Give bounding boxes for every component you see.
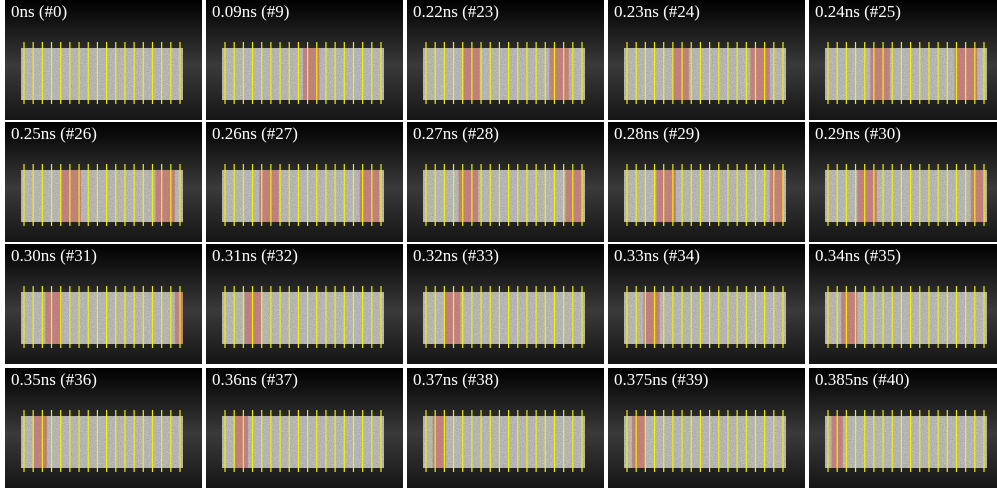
shock-band — [459, 170, 478, 222]
shock-band — [632, 416, 645, 468]
frame-label: 0.32ns (#33) — [413, 246, 499, 265]
frame-label: 0ns (#0) — [11, 2, 67, 21]
frame-panel: 0.23ns (#24) — [608, 0, 805, 120]
frame-label: 0.34ns (#35) — [815, 246, 901, 265]
frame-label: 0.37ns (#38) — [413, 370, 499, 389]
frame-panel: 0.28ns (#29) — [608, 122, 805, 242]
frame-panel: 0.09ns (#9) — [206, 0, 403, 120]
sample-texture — [21, 48, 183, 100]
frame-label: 0.26ns (#27) — [212, 124, 298, 143]
frame-label: 0.33ns (#34) — [614, 246, 700, 265]
frame-panel: 0.31ns (#32) — [206, 244, 403, 364]
shock-band — [175, 292, 183, 344]
frame-label: 0.30ns (#31) — [11, 246, 97, 265]
frame-panel: 0.37ns (#38) — [407, 368, 604, 488]
frame-label: 0.27ns (#28) — [413, 124, 499, 143]
frame-panel: 0.33ns (#34) — [608, 244, 805, 364]
shock-band — [444, 292, 460, 344]
shock-band — [155, 170, 174, 222]
frame-label: 0.385ns (#40) — [815, 370, 909, 389]
frame-label: 0.23ns (#24) — [614, 2, 700, 21]
frame-panel: 0.375ns (#39) — [608, 368, 805, 488]
frame-label: 0.31ns (#32) — [212, 246, 298, 265]
frame-panel: 0.36ns (#37) — [206, 368, 403, 488]
shock-band — [971, 170, 984, 222]
frame-panel: 0.29ns (#30) — [809, 122, 997, 242]
frame-panel: 0.34ns (#35) — [809, 244, 997, 364]
frame-panel: 0.385ns (#40) — [809, 368, 997, 488]
shock-band — [750, 48, 769, 100]
frame-label: 0.28ns (#29) — [614, 124, 700, 143]
frame-label: 0.25ns (#26) — [11, 124, 97, 143]
frame-panel: 0.26ns (#27) — [206, 122, 403, 242]
frame-label: 0.24ns (#25) — [815, 2, 901, 21]
frame-label: 0.22ns (#23) — [413, 2, 499, 21]
frame-label: 0.35ns (#36) — [11, 370, 97, 389]
frame-panel: 0.22ns (#23) — [407, 0, 604, 120]
sample-texture — [423, 416, 585, 468]
frame-label: 0.29ns (#30) — [815, 124, 901, 143]
frame-panel: 0.24ns (#25) — [809, 0, 997, 120]
frame-panel: 0.25ns (#26) — [5, 122, 202, 242]
shock-band — [770, 170, 783, 222]
shock-band — [673, 48, 689, 100]
frame-label: 0.375ns (#39) — [614, 370, 708, 389]
frame-panel: 0ns (#0) — [5, 0, 202, 120]
sample-texture — [423, 170, 585, 222]
sample-texture — [624, 416, 786, 468]
shock-band — [45, 292, 61, 344]
shock-band — [235, 416, 248, 468]
frame-panel: 0.35ns (#36) — [5, 368, 202, 488]
frame-panel: 0.27ns (#28) — [407, 122, 604, 242]
frame-panel: 0.32ns (#33) — [407, 244, 604, 364]
frame-label: 0.09ns (#9) — [212, 2, 289, 21]
sample-texture — [624, 170, 786, 222]
frame-panel: 0.30ns (#31) — [5, 244, 202, 364]
shock-band — [34, 416, 47, 468]
frame-grid: 0ns (#0) 0.09ns (#9) 0.22ns (#23) 0.23ns (#… — [0, 0, 997, 492]
sample-texture — [825, 416, 987, 468]
shock-band — [62, 170, 81, 222]
sample-texture — [825, 170, 987, 222]
shock-band — [870, 48, 889, 100]
shock-band — [566, 170, 582, 222]
frame-label: 0.36ns (#37) — [212, 370, 298, 389]
shock-band — [549, 48, 568, 100]
